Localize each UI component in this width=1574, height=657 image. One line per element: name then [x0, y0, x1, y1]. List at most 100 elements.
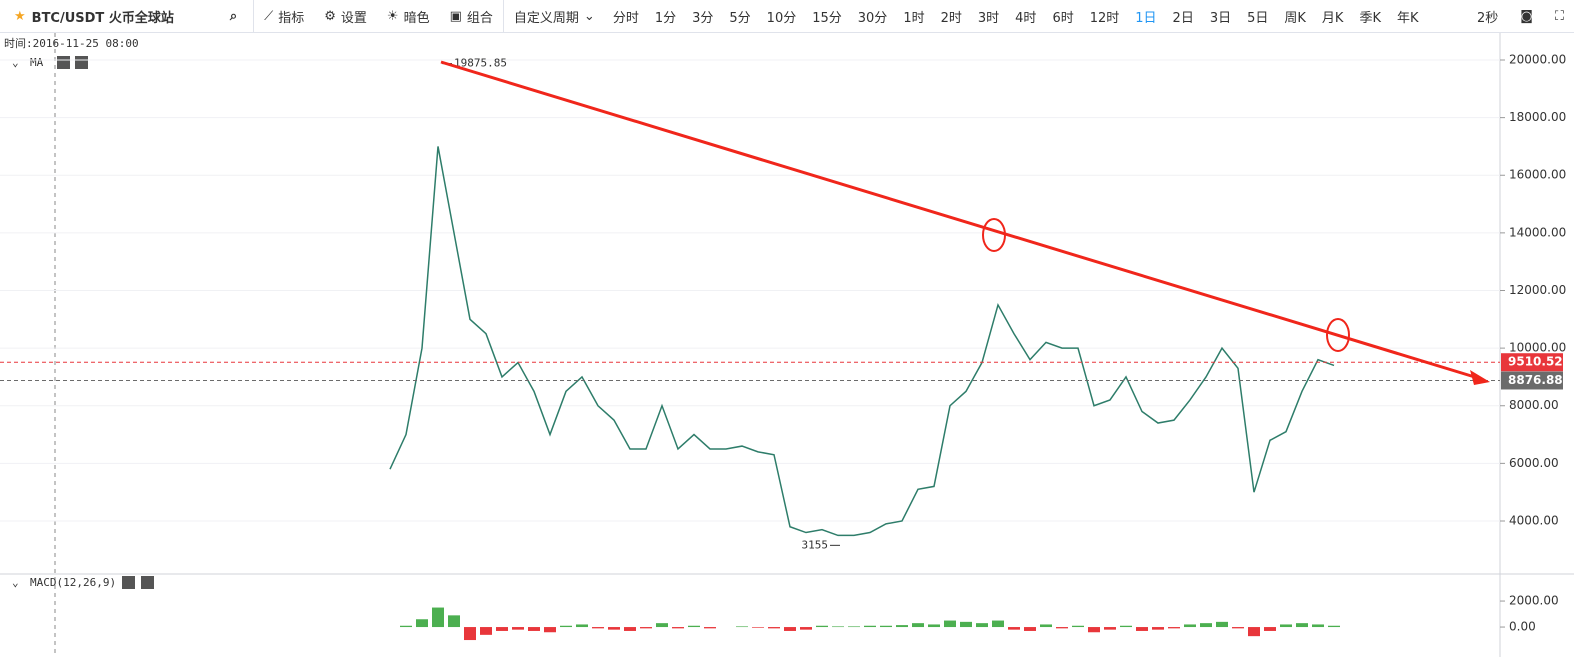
period[interactable]: 1时 — [903, 10, 925, 26]
macd-bar — [1264, 627, 1276, 631]
macd-bar — [1168, 627, 1180, 629]
macd-bar — [1008, 627, 1020, 630]
separator — [502, 0, 504, 33]
symbol-text: BTC/USDT 火币全球站 — [31, 10, 174, 26]
period[interactable]: 10分 — [766, 10, 797, 26]
symbol[interactable]: ★ BTC/USDT 火币全球站 ⌕ — [0, 0, 255, 33]
macd-bar — [864, 625, 876, 628]
period[interactable]: 5分 — [729, 10, 751, 26]
period[interactable]: 月K — [1321, 10, 1344, 26]
macd-bar — [1232, 627, 1244, 629]
macd-bar — [448, 615, 460, 628]
period[interactable]: 5日 — [1247, 10, 1269, 26]
macd-bar — [1088, 627, 1100, 633]
indicator-btn[interactable]: ⟋ 指标 — [264, 8, 305, 26]
macd-close[interactable] — [141, 576, 154, 589]
settings-btn[interactable]: ⚙ 设置 — [324, 8, 367, 26]
period[interactable]: 3分 — [692, 10, 714, 26]
price-tag-label: 9510.52 — [1508, 355, 1563, 369]
macd-bar — [1296, 623, 1308, 628]
y-tick-label: 10000.00 — [1509, 341, 1566, 355]
macd-bar — [848, 626, 860, 628]
toolbar: ★ BTC/USDT 火币全球站 ⌕ ⟋ 指标 ⚙ 设置 ☀ 暗色 ▣ 组合 自定义周期 ⌄ … — [0, 0, 1574, 33]
period[interactable]: 3日 — [1209, 10, 1232, 26]
btn-text: 组合 — [466, 10, 493, 26]
macd-bar — [560, 625, 572, 628]
macd-bar — [1152, 627, 1164, 630]
macd-bar — [624, 627, 636, 631]
macd-label: MACD(12,26,9) — [30, 576, 116, 589]
ma-label: MA — [30, 56, 44, 69]
price-tag — [1501, 353, 1563, 372]
period[interactable]: 6时 — [1052, 10, 1074, 26]
price-tag — [1501, 371, 1563, 390]
macd-bar — [880, 625, 892, 628]
macd-bar — [1200, 623, 1212, 628]
fullscreen[interactable]: ⛶ — [1554, 8, 1564, 24]
period[interactable]: 2日 — [1172, 10, 1194, 26]
price-tag-label: 8876.88 — [1508, 373, 1563, 387]
combo-btn[interactable]: ▣ 组合 — [449, 8, 493, 26]
macd-bar — [752, 627, 764, 628]
period[interactable]: 周K — [1284, 10, 1306, 26]
macd-bar — [896, 625, 908, 628]
macd-bar — [912, 623, 924, 628]
period[interactable]: 4时 — [1015, 10, 1037, 26]
macd-bar — [832, 626, 844, 628]
ma-close[interactable] — [75, 56, 88, 69]
macd-bar — [416, 619, 428, 628]
period[interactable]: 季K — [1359, 10, 1381, 26]
macd-toggle[interactable]: ⌄ — [12, 576, 19, 589]
custom-period[interactable]: 自定义周期 ⌄ — [513, 8, 595, 26]
trend-arrow — [1470, 370, 1490, 385]
y-tick-label: 14000.00 — [1509, 225, 1566, 239]
macd-bar — [1328, 625, 1340, 628]
trend-line — [440, 60, 1479, 380]
macd-bar — [704, 627, 716, 629]
macd-bar — [1056, 627, 1068, 629]
macd-settings[interactable] — [122, 576, 135, 589]
macd-bar — [992, 620, 1004, 628]
period[interactable]: 30分 — [857, 10, 888, 26]
period[interactable]: 分时 — [612, 10, 639, 26]
macd-bar — [544, 627, 556, 633]
ma-settings[interactable] — [57, 56, 70, 69]
refresh[interactable]: 2秒 — [1476, 10, 1499, 26]
macd-bar — [656, 623, 668, 628]
macd-bar — [400, 625, 412, 628]
period[interactable]: 2时 — [940, 10, 962, 26]
y-tick-label: 16000.00 — [1509, 168, 1566, 182]
macd-bar — [1248, 627, 1260, 637]
macd-bar — [672, 627, 684, 629]
y-tick-label: 6000.00 — [1509, 456, 1559, 470]
period[interactable]: 年K — [1396, 10, 1419, 26]
macd-bar — [1136, 627, 1148, 631]
y-tick-label: 18000.00 — [1509, 110, 1566, 124]
dark-btn[interactable]: ☀ 暗色 — [386, 8, 430, 26]
macd-bar — [512, 627, 524, 630]
period[interactable]: 12时 — [1089, 10, 1120, 26]
macd-bar — [736, 626, 748, 628]
macd-bar — [1024, 627, 1036, 631]
macd-bar — [496, 627, 508, 631]
camera[interactable]: ◙ — [1520, 8, 1533, 24]
high-label: 19875.85 — [454, 57, 507, 70]
macd-bar — [640, 627, 652, 629]
marks: 19875.85 3155 — [0, 57, 1500, 641]
ma-toggle[interactable]: ⌄ — [12, 56, 19, 69]
macd-bar — [784, 627, 796, 631]
period[interactable]: 1分 — [654, 10, 677, 26]
time-info: 时间:2016-11-25 08:00 — [4, 37, 139, 50]
low-label: 3155 — [802, 538, 829, 551]
y-tick-label: 8000.00 — [1509, 398, 1559, 412]
period[interactable]: 15分 — [812, 10, 842, 26]
macd-bar — [816, 625, 828, 628]
price-line — [389, 146, 1335, 537]
period[interactable]: 3时 — [977, 10, 1000, 26]
macd-bar — [1312, 624, 1324, 628]
period[interactable]: 1日 — [1135, 10, 1157, 26]
macd-bar — [432, 607, 444, 628]
touch-circle — [982, 218, 1006, 252]
macd-bar — [768, 627, 780, 629]
